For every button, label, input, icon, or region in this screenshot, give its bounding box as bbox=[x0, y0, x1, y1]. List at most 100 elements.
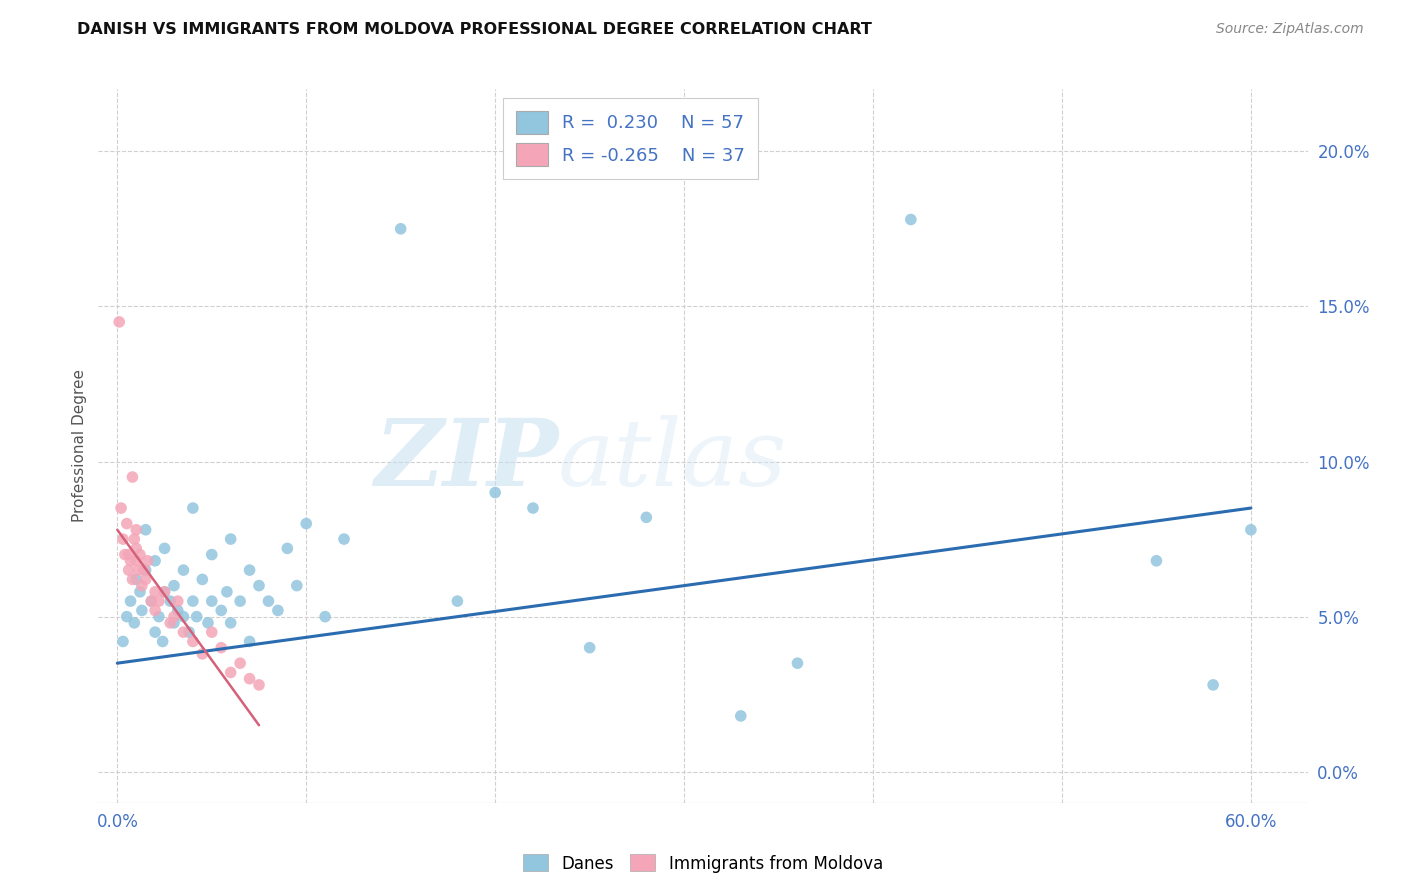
Point bbox=[201, 625, 224, 640]
Point bbox=[181, 594, 204, 608]
Point bbox=[121, 573, 143, 587]
Text: Source: ZipAtlas.com: Source: ZipAtlas.com bbox=[1216, 22, 1364, 37]
Point bbox=[201, 594, 224, 608]
Point bbox=[484, 485, 506, 500]
Point bbox=[314, 609, 336, 624]
Point bbox=[125, 541, 148, 556]
Point bbox=[172, 609, 194, 624]
Point bbox=[181, 501, 204, 516]
Point bbox=[172, 625, 194, 640]
Legend: Danes, Immigrants from Moldova: Danes, Immigrants from Moldova bbox=[516, 847, 890, 880]
Point bbox=[153, 584, 176, 599]
Point bbox=[129, 548, 152, 562]
Point bbox=[159, 594, 181, 608]
Point bbox=[276, 541, 298, 556]
Point bbox=[143, 625, 166, 640]
Point bbox=[135, 573, 157, 587]
Point bbox=[143, 554, 166, 568]
Point bbox=[239, 634, 262, 648]
Text: atlas: atlas bbox=[558, 416, 787, 505]
Point bbox=[141, 594, 163, 608]
Point bbox=[333, 532, 356, 546]
Point bbox=[267, 603, 290, 617]
Point bbox=[136, 554, 159, 568]
Point bbox=[118, 563, 141, 577]
Point bbox=[209, 603, 232, 617]
Point bbox=[114, 548, 136, 562]
Point bbox=[125, 573, 148, 587]
Point bbox=[111, 634, 134, 648]
Point bbox=[247, 579, 270, 593]
Point bbox=[127, 563, 149, 577]
Point bbox=[219, 665, 242, 680]
Point bbox=[159, 615, 181, 630]
Point bbox=[446, 594, 468, 608]
Point bbox=[153, 541, 176, 556]
Point bbox=[124, 532, 146, 546]
Text: ZIP: ZIP bbox=[374, 416, 558, 505]
Point bbox=[166, 594, 188, 608]
Point bbox=[219, 532, 242, 546]
Point bbox=[120, 594, 142, 608]
Point bbox=[730, 709, 752, 723]
Point bbox=[285, 579, 308, 593]
Point bbox=[153, 584, 176, 599]
Point bbox=[179, 625, 201, 640]
Point bbox=[229, 594, 252, 608]
Point bbox=[148, 609, 170, 624]
Point bbox=[786, 656, 808, 670]
Y-axis label: Professional Degree: Professional Degree bbox=[72, 369, 87, 523]
Point bbox=[111, 532, 134, 546]
Point bbox=[186, 609, 208, 624]
Point bbox=[389, 222, 412, 236]
Point bbox=[578, 640, 600, 655]
Point bbox=[191, 573, 214, 587]
Point bbox=[215, 584, 238, 599]
Point bbox=[247, 678, 270, 692]
Point bbox=[115, 609, 138, 624]
Point bbox=[143, 584, 166, 599]
Legend: R =  0.230    N = 57, R = -0.265    N = 37: R = 0.230 N = 57, R = -0.265 N = 37 bbox=[503, 98, 758, 179]
Point bbox=[1144, 554, 1167, 568]
Point bbox=[163, 615, 186, 630]
Point bbox=[131, 603, 153, 617]
Text: DANISH VS IMMIGRANTS FROM MOLDOVA PROFESSIONAL DEGREE CORRELATION CHART: DANISH VS IMMIGRANTS FROM MOLDOVA PROFES… bbox=[77, 22, 872, 37]
Point bbox=[163, 579, 186, 593]
Point bbox=[239, 672, 262, 686]
Point bbox=[118, 548, 141, 562]
Point bbox=[115, 516, 138, 531]
Point bbox=[1240, 523, 1263, 537]
Point bbox=[135, 563, 157, 577]
Point bbox=[900, 212, 922, 227]
Point bbox=[125, 554, 148, 568]
Point bbox=[201, 548, 224, 562]
Point bbox=[129, 584, 152, 599]
Point bbox=[125, 523, 148, 537]
Point bbox=[181, 634, 204, 648]
Point bbox=[124, 615, 146, 630]
Point bbox=[148, 594, 170, 608]
Point bbox=[522, 501, 544, 516]
Point bbox=[239, 563, 262, 577]
Point bbox=[135, 523, 157, 537]
Point bbox=[166, 603, 188, 617]
Point bbox=[163, 609, 186, 624]
Point bbox=[132, 563, 155, 577]
Point bbox=[257, 594, 280, 608]
Point bbox=[636, 510, 658, 524]
Point bbox=[141, 594, 163, 608]
Point bbox=[121, 470, 143, 484]
Point bbox=[143, 603, 166, 617]
Point bbox=[108, 315, 131, 329]
Point bbox=[197, 615, 219, 630]
Point bbox=[1202, 678, 1225, 692]
Point bbox=[191, 647, 214, 661]
Point bbox=[295, 516, 318, 531]
Point bbox=[120, 554, 142, 568]
Point bbox=[229, 656, 252, 670]
Point bbox=[152, 634, 174, 648]
Point bbox=[131, 579, 153, 593]
Point bbox=[172, 563, 194, 577]
Point bbox=[219, 615, 242, 630]
Point bbox=[209, 640, 232, 655]
